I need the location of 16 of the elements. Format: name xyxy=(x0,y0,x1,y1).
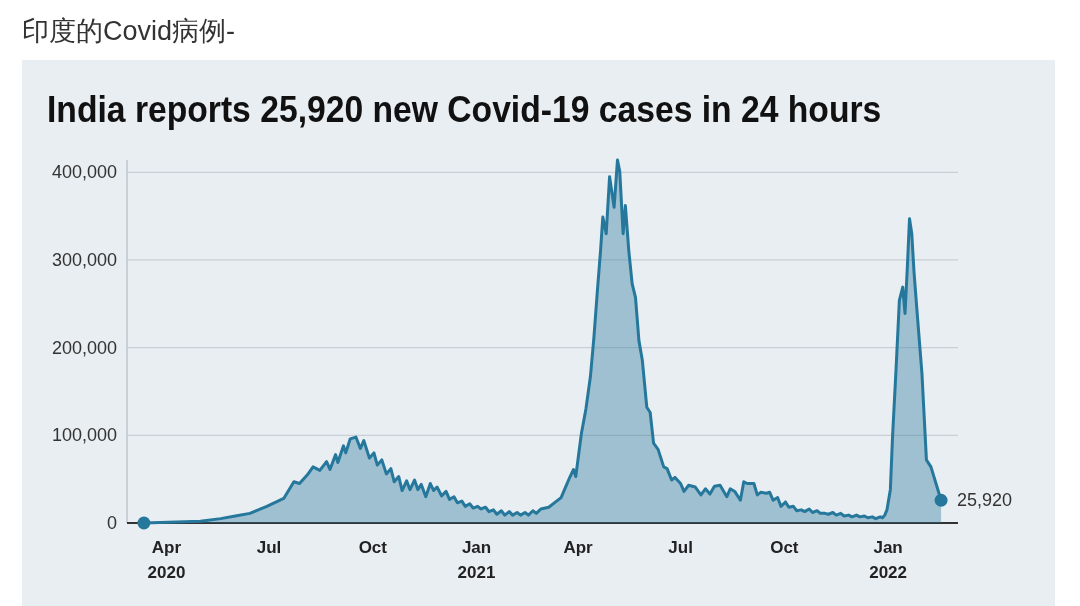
ytick: 100,000 xyxy=(51,425,117,446)
xtick: Oct xyxy=(770,538,799,557)
xtick: Apr xyxy=(563,538,593,557)
xtick: Jan 2021 xyxy=(457,538,496,582)
xtick: Apr 2020 xyxy=(147,538,186,582)
ytick: 200,000 xyxy=(51,337,117,358)
xtick: Oct xyxy=(358,538,387,557)
ytick: 0 xyxy=(107,513,117,533)
xtick: Jul xyxy=(668,538,693,557)
xtick: Jul xyxy=(256,538,282,557)
heading: 印度的Covid病例- xyxy=(22,16,236,46)
ytick: 400,000 xyxy=(51,162,117,183)
annotation: 25,920 xyxy=(957,490,1013,511)
title: India reports 25,920 new Covid-19 cases in 24 hours xyxy=(47,88,882,130)
xtick: Jan 2022 xyxy=(869,538,907,582)
ytick: 300,000 xyxy=(51,249,117,270)
